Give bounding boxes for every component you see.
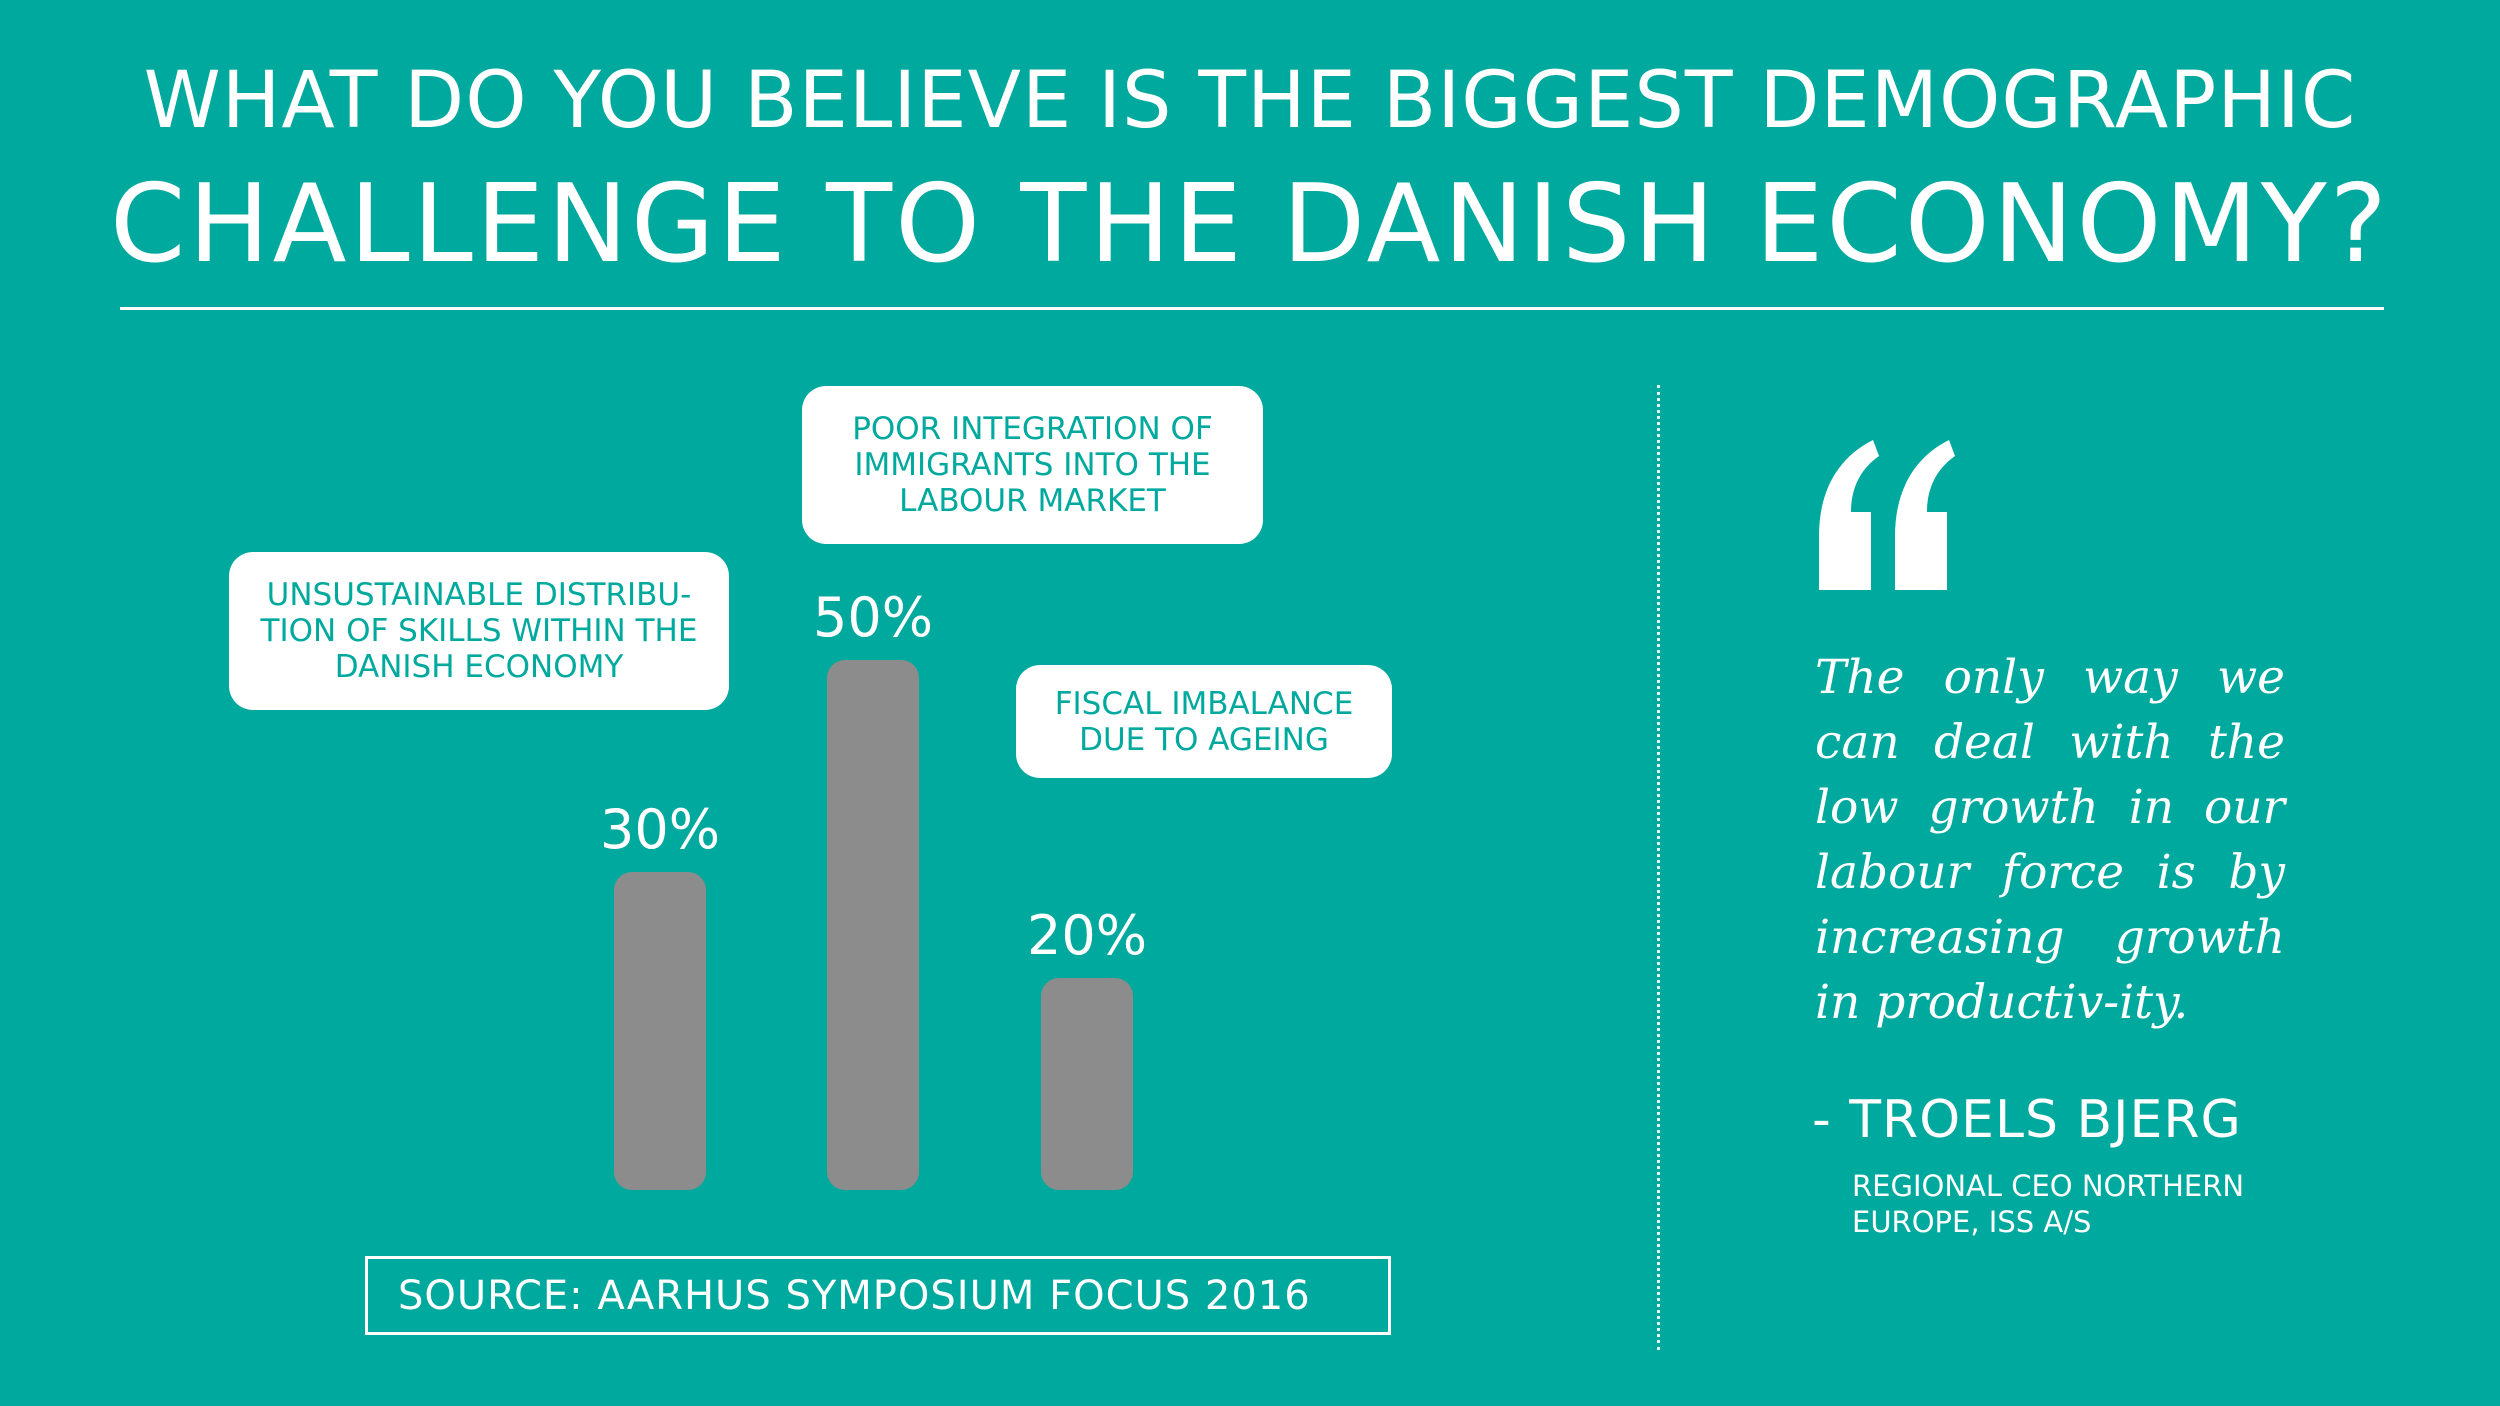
- value-label-integration: 50%: [813, 586, 933, 649]
- quotation-mark-icon: [1819, 440, 1955, 590]
- source-text: SOURCE: AARHUS SYMPOSIUM FOCUS 2016: [398, 1272, 1311, 1319]
- quote-author-role: REGIONAL CEO NORTHERN EUROPE, ISS A/S: [1852, 1169, 2245, 1239]
- category-label-fiscal: FISCAL IMBALANCE DUE TO AGEING: [1054, 685, 1354, 758]
- title-divider: [120, 307, 2384, 310]
- source-note: SOURCE: AARHUS SYMPOSIUM FOCUS 2016: [365, 1256, 1391, 1335]
- bar-skills: [614, 872, 706, 1190]
- category-label-box-integration: POOR INTEGRATION OF IMMIGRANTS INTO THE …: [802, 386, 1263, 544]
- value-label-skills: 30%: [600, 798, 720, 861]
- page-title-line-2: CHALLENGE TO THE DANISH ECONOMY?: [110, 162, 2390, 287]
- page-title-line-1: WHAT DO YOU BELIEVE IS THE BIGGEST DEMOG…: [143, 56, 2357, 146]
- category-label-box-skills: UNSUSTAINABLE DISTRIBU-TION OF SKILLS WI…: [229, 552, 729, 710]
- section-divider: [1657, 385, 1660, 1350]
- category-label-integration: POOR INTEGRATION OF IMMIGRANTS INTO THE …: [852, 411, 1213, 519]
- bar-integration: [827, 660, 919, 1190]
- category-label-skills: UNSUSTAINABLE DISTRIBU-TION OF SKILLS WI…: [260, 577, 698, 685]
- value-label-fiscal: 20%: [1027, 904, 1147, 967]
- category-label-box-fiscal: FISCAL IMBALANCE DUE TO AGEING: [1016, 665, 1392, 778]
- quote-author: - TROELS BJERG: [1812, 1090, 2242, 1150]
- quote-text: The only way we can deal with the low gr…: [1815, 650, 2285, 1030]
- bar-fiscal: [1041, 978, 1133, 1190]
